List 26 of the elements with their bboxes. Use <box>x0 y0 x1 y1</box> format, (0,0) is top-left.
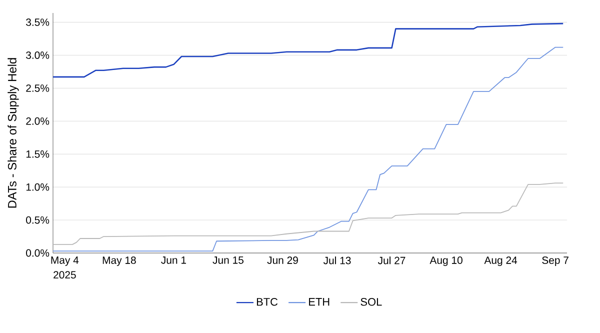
y-tick-label: 0.0% <box>26 249 50 257</box>
y-tick-label: 2.0% <box>26 117 50 125</box>
y-tick-label: 3.5% <box>26 18 50 26</box>
x-tick-label: Aug 10 <box>430 256 462 266</box>
y-axis-title: DATs - Share of Supply Held <box>8 58 19 208</box>
x-tick-label: Sep 7 <box>542 256 568 266</box>
line-series <box>52 46 564 252</box>
line-series <box>52 22 564 78</box>
y-tick-label: 1.0% <box>26 183 50 191</box>
x-tick-label: Jun 29 <box>267 256 298 264</box>
legend-label: ETH <box>309 298 330 306</box>
x-tick-label: Jun 1 <box>161 256 186 264</box>
line-series <box>52 182 564 245</box>
x-tick-label: Jul 27 <box>378 256 406 264</box>
x-tick-label: Jul 13 <box>323 256 351 264</box>
y-tick-label: 0.5% <box>26 216 50 224</box>
y-tick-label: 2.5% <box>26 84 50 92</box>
text: 2025 <box>54 271 76 279</box>
x-tick-label: Jun 15 <box>212 256 244 264</box>
x-tick-label: May 18 <box>102 256 136 266</box>
legend-label: SOL <box>360 298 382 306</box>
x-tick-label: Aug 24 <box>484 256 518 266</box>
x-tick-label: May 4 <box>51 256 79 266</box>
y-tick-label: 3.0% <box>26 51 50 59</box>
y-tick-label: 1.5% <box>26 150 50 158</box>
legend-label: BTC <box>256 298 278 306</box>
